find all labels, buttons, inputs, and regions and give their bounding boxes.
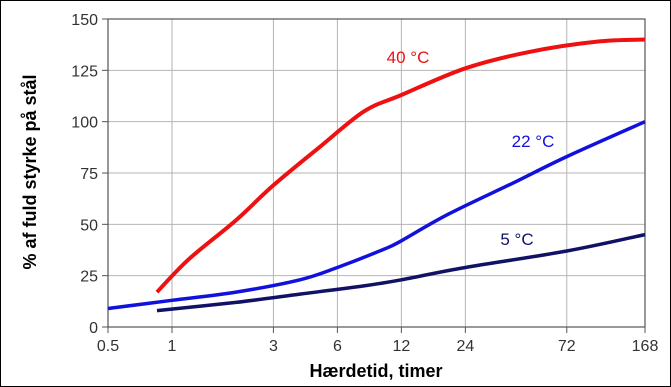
y-tick-label: 75 [80, 166, 98, 183]
x-tick-label: 72 [558, 338, 576, 355]
x-tick-label: 1 [168, 338, 177, 355]
y-tick-label: 125 [71, 63, 98, 80]
series-line-1 [107, 120, 646, 311]
series-label-0: 40 °C [387, 48, 430, 67]
series-label-2: 5 °C [500, 230, 533, 249]
x-tick-label: 12 [392, 338, 410, 355]
axis-ticks: 0.5 1 3 6 12 24 72 168 0 25 50 75 100 125 150 [71, 12, 658, 355]
y-tick-label: 25 [80, 269, 98, 286]
series-label-1: 22 °C [512, 132, 555, 151]
series-labels: 40 °C 22 °C 5 °C [387, 48, 555, 249]
x-tick-label: 6 [333, 338, 342, 355]
series-line-0 [155, 37, 646, 294]
x-tick-label: 3 [269, 338, 278, 355]
y-axis-title: % af fuld styrke på stål [20, 74, 40, 269]
y-tick-label: 0 [89, 320, 98, 337]
y-tick-label: 100 [71, 115, 98, 132]
x-tick-label: 0.5 [97, 338, 119, 355]
x-tick-label: 24 [456, 338, 474, 355]
y-tick-label: 150 [71, 12, 98, 29]
series-line-2 [156, 232, 646, 313]
series-lines [107, 37, 646, 313]
x-axis-title: Hærdetid, timer [309, 361, 442, 381]
y-tick-label: 50 [80, 217, 98, 234]
x-tick-label: 168 [632, 338, 659, 355]
